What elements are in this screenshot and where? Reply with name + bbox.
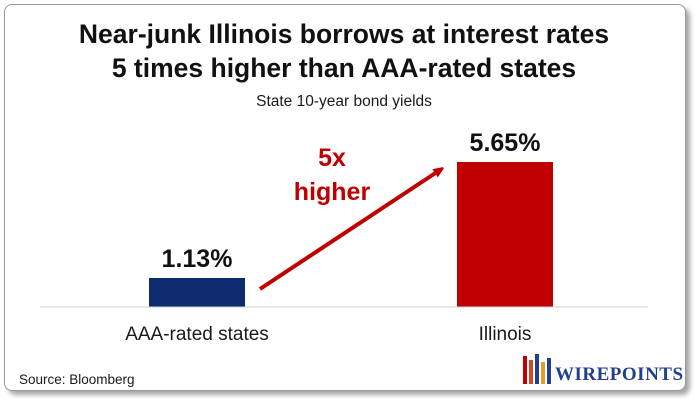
annotation-line-1: 5x — [318, 144, 346, 172]
trend-arrow — [258, 170, 440, 291]
chart-subtitle: State 10-year bond yields — [256, 93, 432, 110]
wirepoints-logo-text: WIREPOINTS — [555, 364, 684, 385]
chart-title-line-1: Near-junk Illinois borrows at interest r… — [78, 19, 610, 49]
bar-aaa-rated-states — [149, 278, 245, 307]
wirepoints-logo-mark-icon — [523, 354, 551, 384]
category-label: Illinois — [479, 324, 532, 345]
chart-title-line-2: 5 times higher than AAA-rated states — [111, 53, 577, 83]
annotation-line-2: higher — [294, 178, 371, 206]
bar-value-label: 1.13% — [162, 245, 233, 273]
source-note: Source: Bloomberg — [19, 372, 135, 387]
bar-value-label: 5.65% — [470, 129, 541, 157]
wirepoints-logo: WIREPOINTS — [517, 350, 687, 388]
chart-frame — [4, 4, 686, 391]
bar-illinois — [457, 162, 553, 307]
category-label: AAA-rated states — [125, 324, 269, 345]
